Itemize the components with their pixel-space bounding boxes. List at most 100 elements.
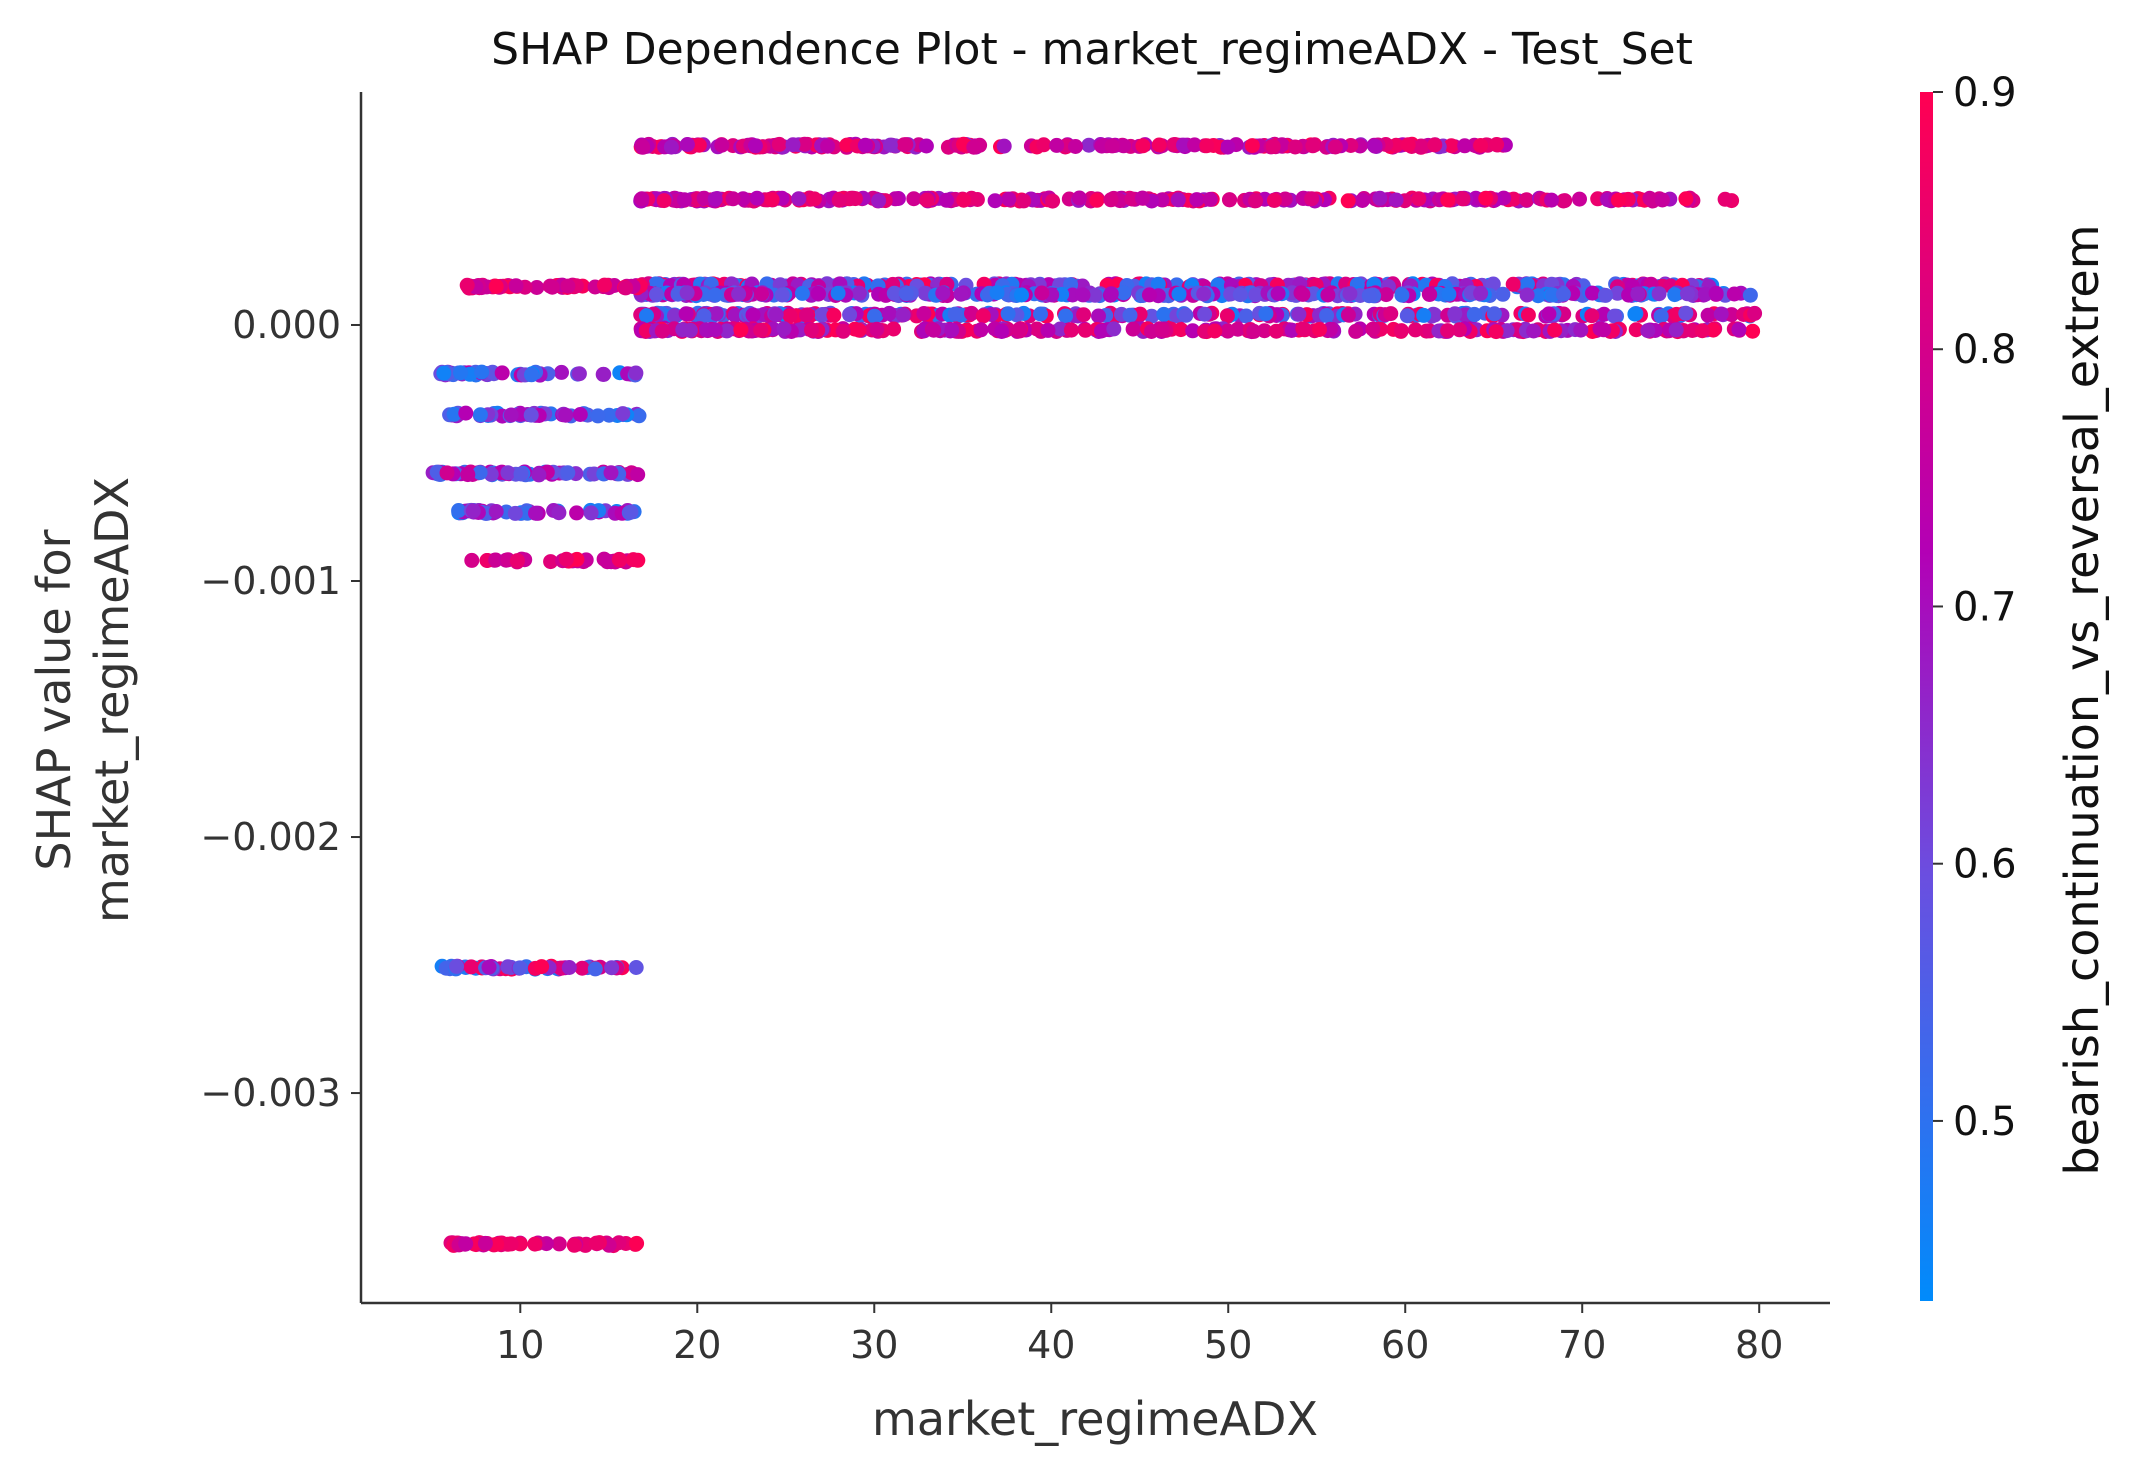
- scatter-point: [953, 286, 969, 302]
- scatter-point: [618, 280, 634, 296]
- scatter-point: [458, 1236, 474, 1252]
- scatter-point: [1103, 286, 1119, 302]
- scatter-point: [656, 193, 672, 209]
- scatter-point: [574, 960, 590, 976]
- colorbar-ticks: 0.5 0.6 0.7 0.8 0.9: [1933, 70, 2017, 1145]
- scatter-point: [1520, 307, 1536, 323]
- scatter-point: [956, 192, 972, 208]
- scatter-point: [754, 286, 770, 302]
- scatter-point: [707, 322, 723, 338]
- x-tick-label: 40: [1027, 1323, 1075, 1367]
- scatter-point: [531, 467, 547, 483]
- scatter-point: [483, 466, 499, 482]
- colorbar: [1920, 92, 1933, 1301]
- scatter-point: [1093, 323, 1109, 339]
- scatter-point: [1452, 322, 1467, 338]
- scatter-point: [1555, 193, 1571, 209]
- scatter-point: [707, 287, 723, 303]
- scatter-point: [472, 407, 488, 423]
- scatter-point: [1312, 322, 1327, 337]
- scatter-point: [973, 322, 989, 338]
- scatter-point: [1747, 305, 1763, 321]
- scatter-point: [634, 191, 650, 207]
- scatter-point: [782, 308, 798, 324]
- scatter-point: [488, 278, 504, 294]
- scatter-point: [1029, 321, 1045, 337]
- scatter-point: [1654, 192, 1670, 208]
- scatter-point: [513, 466, 529, 482]
- scatter-point: [1076, 307, 1092, 323]
- scatter-point: [1694, 323, 1710, 339]
- scatter-point: [1383, 306, 1399, 322]
- scatter-point: [1519, 192, 1534, 208]
- scatter-point: [797, 136, 813, 152]
- scatter-point: [1393, 323, 1409, 339]
- scatter-point: [1258, 306, 1274, 322]
- scatter-point: [1075, 287, 1091, 303]
- scatter-point: [1091, 308, 1106, 324]
- colorbar-tick-label: 0.5: [1953, 1099, 2017, 1145]
- scatter-point: [1457, 138, 1473, 154]
- scatter-point: [830, 285, 846, 301]
- scatter-point: [1040, 322, 1056, 338]
- scatter-point: [1630, 286, 1646, 302]
- scatter-point: [477, 1235, 493, 1251]
- scatter-point: [558, 551, 574, 567]
- scatter-point: [451, 503, 467, 518]
- scatter-point: [1667, 287, 1683, 303]
- scatter-point: [604, 960, 620, 976]
- scatter-point: [1178, 307, 1194, 323]
- scatter-point: [1466, 306, 1482, 322]
- scatter-point: [886, 285, 902, 301]
- scatter-point: [1150, 276, 1166, 292]
- scatter-point: [615, 406, 631, 422]
- scatter-point: [966, 139, 982, 155]
- x-tick-label: 70: [1558, 1323, 1606, 1367]
- scatter-point: [1270, 286, 1286, 301]
- scatter-point: [1036, 137, 1052, 153]
- scatter-point: [488, 552, 504, 568]
- scatter-point: [1327, 139, 1343, 155]
- scatter-point: [554, 364, 569, 380]
- scatter-point: [1122, 307, 1138, 323]
- scatter-point: [1291, 306, 1307, 322]
- scatter-point: [667, 308, 682, 324]
- scatter-point: [774, 287, 790, 303]
- scatter-point: [569, 505, 585, 521]
- scatter-point: [1207, 323, 1223, 339]
- scatter-point: [1197, 306, 1213, 322]
- scatter-point: [528, 505, 543, 521]
- scatter-point: [1544, 192, 1559, 208]
- scatter-point: [1440, 323, 1456, 339]
- scatter-point: [1232, 287, 1248, 303]
- scatter-point: [439, 465, 455, 481]
- scatter-point: [587, 961, 603, 977]
- scatter-point: [1541, 306, 1557, 322]
- scatter-point: [503, 1236, 519, 1252]
- colorbar-label: bearish_continuation_vs_reversal_extrem: [2055, 224, 2109, 1175]
- scatter-point: [898, 137, 914, 153]
- scatter-point: [1173, 322, 1189, 338]
- scatter-point: [1555, 286, 1571, 302]
- scatter-point: [1219, 308, 1235, 324]
- scatter-point: [1322, 321, 1338, 337]
- scatter-point: [1651, 286, 1667, 302]
- scatter-point: [1547, 322, 1563, 338]
- scatter-point: [810, 286, 826, 301]
- scatter-point: [725, 191, 741, 207]
- scatter-point: [1304, 191, 1320, 207]
- scatter-point: [1295, 286, 1311, 302]
- scatter-point: [551, 505, 567, 521]
- scatter-point: [1257, 323, 1272, 339]
- scatter-point: [1488, 324, 1504, 340]
- scatter-point: [851, 285, 867, 301]
- scatter-point: [679, 285, 695, 301]
- scatter-point: [1495, 286, 1511, 302]
- scatter-point: [1176, 137, 1191, 153]
- scatter-point: [1063, 322, 1079, 338]
- scatter-point: [572, 407, 588, 422]
- x-tick-label: 80: [1735, 1323, 1783, 1367]
- scatter-point: [509, 553, 525, 569]
- scatter-point: [1598, 287, 1613, 303]
- scatter-point: [733, 322, 749, 338]
